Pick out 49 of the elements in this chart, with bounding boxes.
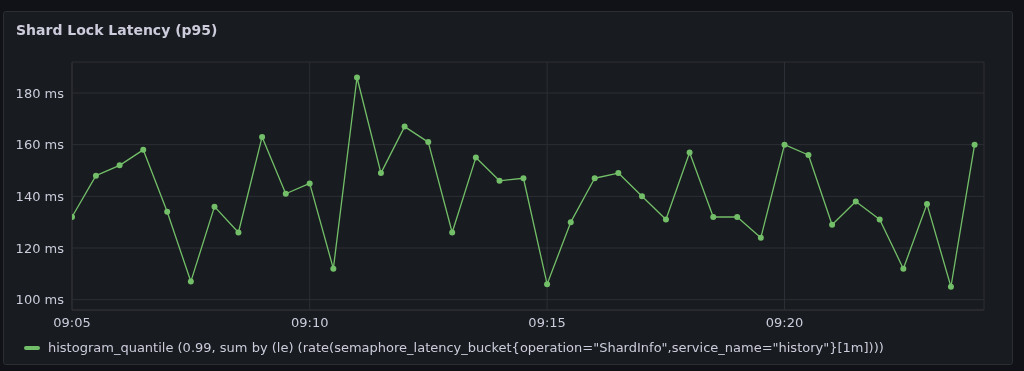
y-tick-label: 140 ms [15,188,65,204]
point [567,219,574,226]
point [235,229,242,236]
point [639,193,645,200]
point [282,190,289,197]
x-tick-label: 09:10 [290,315,329,331]
point [354,74,360,81]
point [686,149,693,156]
y-tick-label: 120 ms [15,240,65,256]
point [140,146,147,153]
y-tick-label: 100 ms [15,292,65,308]
point [211,203,218,210]
point [924,201,930,208]
point [187,278,194,285]
point [710,214,717,220]
point [757,234,764,241]
point [496,177,503,184]
point [449,229,456,236]
point [971,141,978,148]
point [544,281,551,288]
x-tick-label: 09:05 [53,315,91,331]
x-tick-label: 09:20 [765,315,804,331]
legend-label: histogram_quantile (0.99, sum by (le) (rate(semaphore_latency_bucket{operation="ShardInfo",service_name="history"}[1m]))) [48,340,884,355]
point [876,216,883,223]
y-tick-label: 160 ms [15,137,65,153]
point [330,265,337,272]
point [116,162,123,169]
point [472,154,479,161]
x-tick-label: 09:15 [528,315,566,331]
point [591,175,598,182]
point [829,221,836,228]
point [164,208,171,215]
point [852,198,859,205]
point [520,175,527,182]
point [615,170,622,177]
point [377,170,384,177]
point [900,265,907,272]
point [947,283,954,290]
point [425,139,432,146]
point [805,152,812,158]
point [734,214,741,220]
y-tick-label: 180 ms [15,85,65,101]
point [259,133,266,140]
point [662,216,669,223]
point [401,123,408,130]
point [781,141,788,148]
point [306,180,313,187]
chart-title: Shard Lock Latency (p95) [15,21,219,40]
point [92,172,99,179]
